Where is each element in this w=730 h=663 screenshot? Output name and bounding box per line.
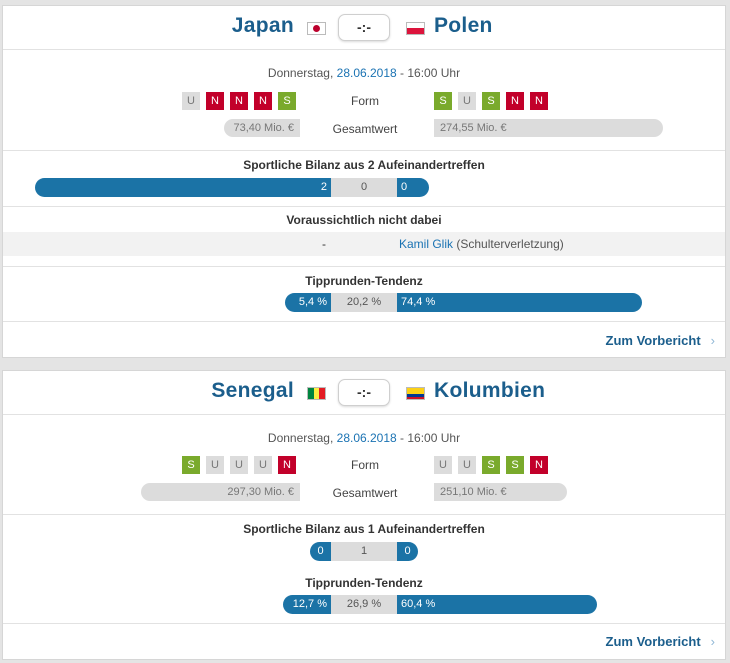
date-link[interactable]: 28.06.2018: [336, 431, 397, 445]
home-team-name[interactable]: Japan: [231, 14, 294, 37]
chevron-right-icon[interactable]: ›: [710, 333, 715, 348]
score-box[interactable]: -:-: [338, 14, 390, 41]
tendency-draw: 26,9 %: [331, 595, 397, 614]
tendency-draw: 20,2 %: [331, 293, 397, 312]
poland-flag-icon: [406, 22, 425, 35]
home-form-1: U: [182, 92, 200, 110]
away-form-5: N: [530, 456, 548, 474]
home-team-name[interactable]: Senegal: [211, 379, 294, 402]
absent-home: -: [322, 237, 326, 251]
home-form-4: U: [254, 456, 272, 474]
preview-link[interactable]: Zum Vorbericht ›: [606, 634, 715, 649]
away-form-4: S: [506, 456, 524, 474]
value-label: Gesamtwert: [332, 486, 398, 500]
absent-away: Kamil Glik (Schulterverletzung): [399, 237, 564, 251]
date-prefix: Donnerstag,: [267, 431, 334, 445]
divider: [3, 206, 725, 207]
tendency-home: 5,4 %: [285, 293, 331, 312]
home-market-value: 297,30 Mio. €: [141, 483, 300, 501]
japan-flag-icon: [307, 22, 326, 35]
h2h-home-wins: 2: [35, 178, 331, 197]
date-prefix: Donnerstag,: [267, 66, 334, 80]
form-label: Form: [351, 94, 379, 108]
h2h-home-wins: 0: [310, 542, 331, 561]
away-team-name[interactable]: Polen: [434, 14, 493, 37]
match-header: Japan -:- Polen: [3, 6, 725, 50]
tendency-away: 74,4 %: [397, 293, 642, 312]
tendency-home: 12,7 %: [283, 595, 331, 614]
preview-link[interactable]: Zum Vorbericht ›: [606, 333, 715, 348]
h2h-away-wins: 0: [397, 178, 429, 197]
away-form-3: S: [482, 92, 500, 110]
divider: [3, 266, 725, 267]
match-card-japan-polen: Japan -:- Polen Donnerstag, 28.06.2018 -…: [2, 5, 726, 358]
home-form-3: N: [230, 92, 248, 110]
home-form-3: U: [230, 456, 248, 474]
away-form-1: S: [434, 92, 452, 110]
h2h-draws: 1: [331, 542, 397, 561]
away-team-name[interactable]: Kolumbien: [434, 379, 546, 402]
preview-label[interactable]: Zum Vorbericht: [605, 634, 701, 649]
tendency-title: Tipprunden-Tendenz: [305, 274, 423, 288]
home-form-2: N: [206, 92, 224, 110]
away-form-4: N: [506, 92, 524, 110]
match-header: Senegal -:- Kolumbien: [3, 371, 725, 415]
tendency-title: Tipprunden-Tendenz: [305, 576, 423, 590]
form-label: Form: [351, 458, 379, 472]
chevron-right-icon[interactable]: ›: [710, 634, 715, 649]
home-market-value: 73,40 Mio. €: [224, 119, 300, 137]
home-form-5: S: [278, 92, 296, 110]
preview-label[interactable]: Zum Vorbericht: [605, 333, 701, 348]
absent-player-link[interactable]: Kamil Glik: [399, 237, 454, 251]
away-form-2: U: [458, 92, 476, 110]
match-card-senegal-kolumbien: Senegal -:- Kolumbien Donnerstag, 28.06.…: [2, 370, 726, 660]
away-form-3: S: [482, 456, 500, 474]
away-form-5: N: [530, 92, 548, 110]
home-form-5: N: [278, 456, 296, 474]
h2h-title: Sportliche Bilanz aus 1 Aufeinandertreff…: [243, 522, 485, 536]
h2h-away-wins: 0: [397, 542, 418, 561]
away-market-value: 274,55 Mio. €: [434, 119, 663, 137]
away-form-1: U: [434, 456, 452, 474]
senegal-flag-icon: [307, 387, 326, 400]
tendency-away: 60,4 %: [397, 595, 597, 614]
absent-title: Voraussichtlich nicht dabei: [286, 213, 442, 227]
away-form-2: U: [458, 456, 476, 474]
h2h-title: Sportliche Bilanz aus 2 Aufeinandertreff…: [243, 158, 485, 172]
match-date: Donnerstag, 28.06.2018 - 16:00 Uhr: [3, 66, 725, 80]
home-form-2: U: [206, 456, 224, 474]
match-date: Donnerstag, 28.06.2018 - 16:00 Uhr: [3, 431, 725, 445]
absent-row: - Kamil Glik (Schulterverletzung): [3, 232, 725, 256]
home-form-4: N: [254, 92, 272, 110]
date-suffix: - 16:00 Uhr: [400, 431, 461, 445]
absent-reason: (Schulterverletzung): [456, 237, 564, 251]
divider: [3, 150, 725, 151]
score-box[interactable]: -:-: [338, 379, 390, 406]
divider: [3, 321, 725, 322]
value-label: Gesamtwert: [332, 122, 398, 136]
home-form-1: S: [182, 456, 200, 474]
date-suffix: - 16:00 Uhr: [400, 66, 461, 80]
away-market-value: 251,10 Mio. €: [434, 483, 567, 501]
divider: [3, 514, 725, 515]
colombia-flag-icon: [406, 387, 425, 400]
date-link[interactable]: 28.06.2018: [336, 66, 397, 80]
h2h-draws: 0: [331, 178, 397, 197]
divider: [3, 623, 725, 624]
